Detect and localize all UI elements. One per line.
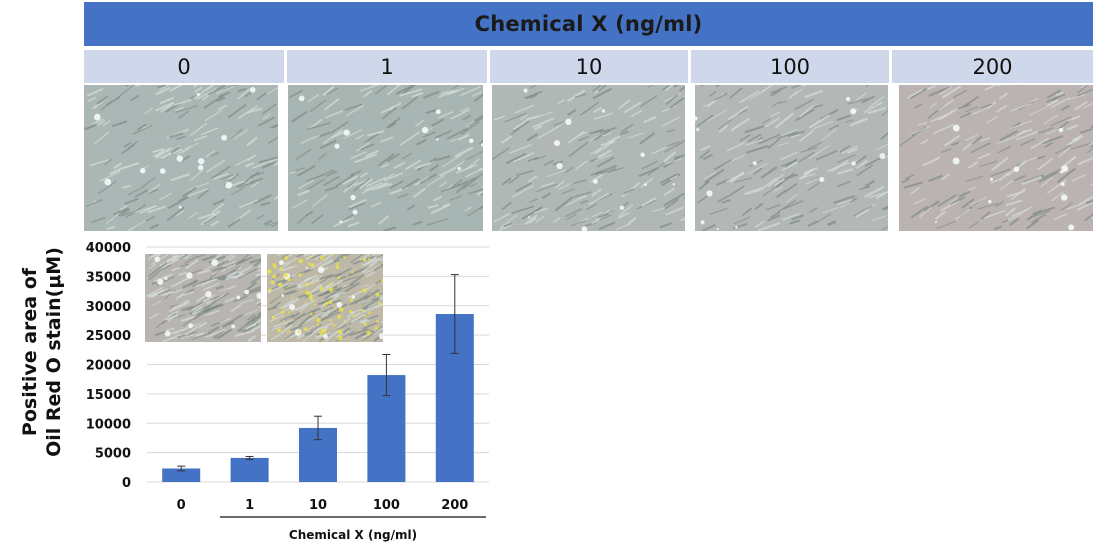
concentration-label-200: 200 (892, 50, 1093, 83)
y-tick-label: 25000 (86, 329, 131, 344)
x-axis-title: Chemical X (ng/ml) (288, 528, 418, 542)
bar-0 (162, 468, 201, 482)
concentration-label-100: 100 (691, 50, 889, 83)
header-bar: Chemical X (ng/ml) (84, 2, 1093, 46)
concentration-label-1: 1 (287, 50, 487, 83)
y-tick-label: 15000 (86, 388, 131, 403)
inset-micrograph-raw (145, 254, 261, 342)
micrograph-100 (695, 85, 888, 231)
inset-micrograph-stained (267, 254, 383, 342)
concentration-label-10: 10 (490, 50, 688, 83)
error-bar-200 (450, 274, 459, 354)
x-tick-label-1: 1 (245, 498, 254, 513)
micrograph-0 (84, 85, 278, 231)
bar-1 (230, 457, 269, 482)
micrograph-200 (899, 85, 1093, 231)
concentration-label-0: 0 (84, 50, 284, 83)
x-tick-label-100: 100 (373, 498, 400, 513)
y-tick-label: 30000 (86, 300, 131, 315)
header-title: Chemical X (ng/ml) (474, 12, 703, 36)
y-tick-label: 0 (122, 476, 131, 491)
micrograph-1 (288, 85, 483, 231)
y-tick-label: 35000 (86, 270, 131, 285)
y-tick-label: 40000 (86, 241, 131, 256)
error-bar-10 (314, 415, 322, 441)
error-bar-1 (245, 455, 254, 460)
error-bar-100 (382, 354, 391, 397)
y-tick-label: 5000 (95, 447, 131, 462)
x-tick-label-200: 200 (441, 498, 468, 513)
y-tick-label: 20000 (86, 359, 131, 374)
x-tick-label-10: 10 (309, 498, 327, 513)
y-tick-label: 10000 (86, 417, 131, 432)
micrograph-10 (492, 85, 685, 231)
x-tick-label-0: 0 (177, 498, 186, 513)
error-bar-0 (177, 465, 186, 472)
